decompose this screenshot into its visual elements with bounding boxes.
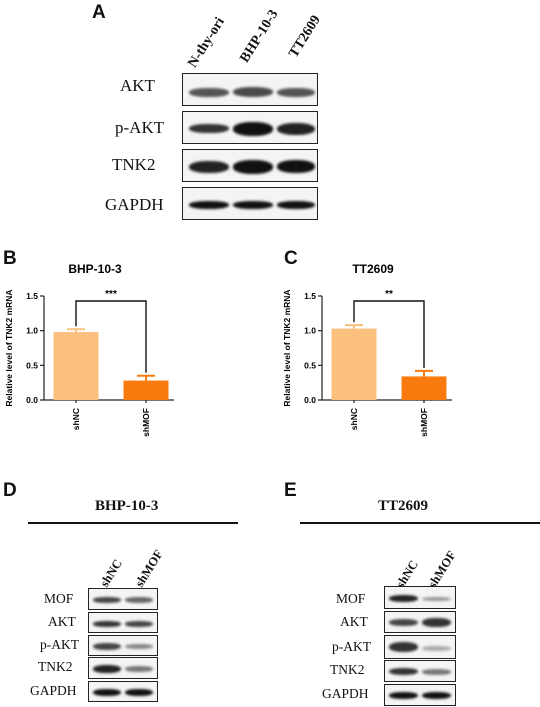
chart0-bar-1 (123, 380, 169, 400)
lane-label-d-shnc: shNC (97, 556, 125, 590)
lane-label-e-shmof: shMOF (425, 548, 459, 591)
chart0-ytick-label-0: 0.0 (26, 395, 38, 405)
d-row-label-tnk2: TNK2 (38, 659, 73, 674)
e-row-label-tnk2: TNK2 (330, 662, 365, 677)
chart1-sig-label: ** (385, 289, 393, 300)
panel-b-letter: B (3, 248, 17, 269)
panel-e-letter: E (284, 480, 297, 501)
blot-a-akt (182, 73, 318, 106)
chart0-sig-bracket (75, 300, 147, 373)
d-row-label-gapdh: GAPDH (30, 683, 77, 698)
chart1-ylabel: Relative level of TNK2 mRNA (282, 289, 292, 406)
chart0-sig-label: *** (105, 289, 117, 300)
e-row-label-gapdh: GAPDH (322, 686, 369, 701)
row-label-pakt: p-AKT (115, 118, 165, 137)
panel-c-letter: C (284, 248, 298, 269)
blot-a-pakt (182, 111, 318, 144)
blot-d-mof (88, 588, 158, 610)
chart1-ytick-label-0: 0.0 (304, 395, 316, 405)
panel-d-rule (28, 522, 238, 524)
chart-b: BHP-10-3 Relative level of TNK2 mRNA 0.0 0.… (4, 262, 174, 437)
blot-e-mof (384, 586, 456, 609)
blot-d-gapdh (88, 681, 158, 702)
lane-label-tt2609: TT2609 (286, 12, 324, 61)
e-row-label-mof: MOF (336, 591, 366, 606)
chart0-ylabel: Relative level of TNK2 mRNA (4, 289, 14, 406)
chart1-sig-bracket (353, 300, 425, 368)
panel-e-title: TT2609 (378, 498, 429, 514)
blot-d-pakt (88, 635, 158, 656)
chart0-ytick-label-1: 0.5 (26, 360, 38, 370)
chart1-ytick-label-2: 1.0 (304, 326, 316, 336)
blot-e-pakt (384, 635, 456, 659)
blot-e-akt (384, 611, 456, 633)
e-row-label-pakt: p-AKT (332, 639, 371, 654)
chart0-xtick-label-1: shMOF (141, 408, 151, 437)
d-row-label-mof: MOF (44, 591, 74, 606)
row-label-gapdh: GAPDH (105, 195, 164, 214)
chart0-xtick-label-0: shNC (71, 408, 81, 430)
blot-d-tnk2 (88, 657, 158, 679)
row-label-akt: AKT (120, 76, 155, 95)
chart0-ytick-label-2: 1.0 (26, 326, 38, 336)
chart0-title: BHP-10-3 (68, 262, 122, 276)
panel-d-letter: D (3, 480, 17, 501)
chart-c: TT2609 Relative level of TNK2 mRNA 0.0 0.5 1… (282, 262, 452, 437)
chart1-bar-1 (401, 376, 447, 400)
blot-d-akt (88, 612, 158, 633)
panel-a-letter: A (92, 2, 106, 23)
blot-e-tnk2 (384, 660, 456, 682)
chart1-xtick-label-1: shMOF (419, 408, 429, 437)
d-row-label-akt: AKT (48, 614, 76, 629)
chart0-bar-0 (53, 332, 99, 400)
blot-a-tnk2 (182, 149, 318, 182)
row-label-tnk2: TNK2 (112, 155, 156, 174)
chart1-ytick-label-1: 0.5 (304, 360, 316, 370)
chart0-ytick-label-3: 1.5 (26, 291, 38, 301)
panel-e-rule (300, 522, 540, 524)
chart1-ytick-label-3: 1.5 (304, 291, 316, 301)
lane-label-bhp: BHP-10-3 (237, 7, 282, 66)
lane-label-nthyori: N-thy-ori (185, 15, 228, 71)
e-row-label-akt: AKT (340, 614, 368, 629)
blot-a-gapdh (182, 187, 318, 220)
lane-label-d-shmof: shMOF (132, 547, 166, 590)
panel-d-title: BHP-10-3 (95, 498, 159, 514)
chart1-bar-0 (331, 328, 377, 400)
blot-e-gapdh (384, 684, 456, 706)
chart1-title: TT2609 (352, 262, 394, 276)
chart1-xtick-label-0: shNC (349, 408, 359, 430)
d-row-label-pakt: p-AKT (40, 637, 79, 652)
